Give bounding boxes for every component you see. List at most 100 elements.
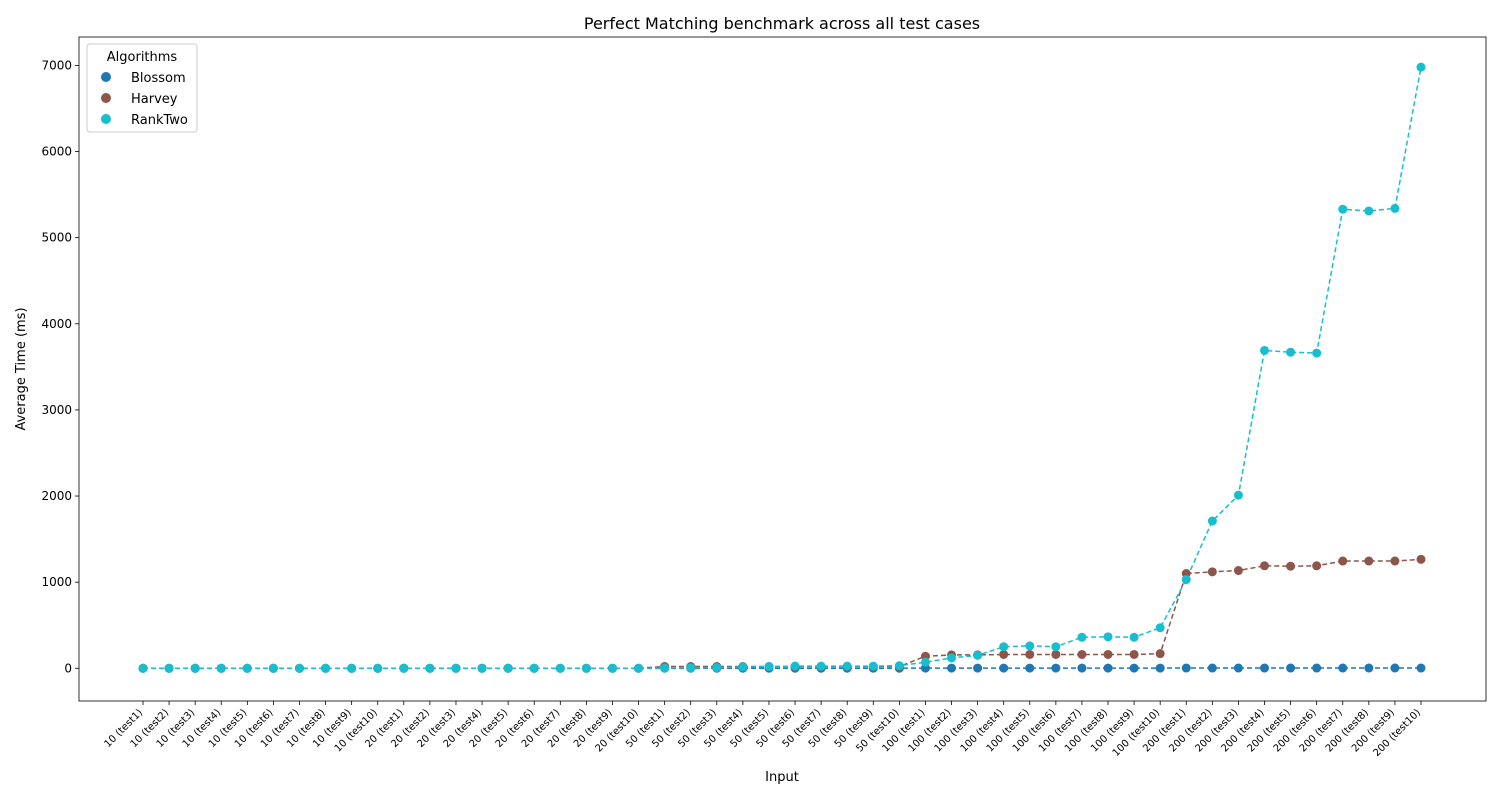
legend-label-blossom: Blossom bbox=[131, 71, 186, 86]
data-point-ranktwo bbox=[894, 661, 904, 671]
data-point-ranktwo bbox=[634, 663, 644, 673]
data-point-ranktwo bbox=[790, 661, 800, 671]
data-point-blossom bbox=[1364, 663, 1374, 673]
y-tick-label: 2000 bbox=[41, 489, 72, 503]
data-point-ranktwo bbox=[1077, 632, 1087, 642]
data-point-ranktwo bbox=[216, 663, 226, 673]
data-point-blossom bbox=[1077, 663, 1087, 673]
data-point-ranktwo bbox=[399, 663, 409, 673]
data-point-blossom bbox=[1338, 663, 1348, 673]
data-point-ranktwo bbox=[294, 663, 304, 673]
data-point-blossom bbox=[1233, 663, 1243, 673]
data-point-blossom bbox=[1390, 663, 1400, 673]
data-point-harvey bbox=[1416, 554, 1426, 564]
legend-marker-harvey bbox=[101, 93, 111, 103]
data-point-ranktwo bbox=[816, 661, 826, 671]
data-point-ranktwo bbox=[1025, 641, 1035, 651]
data-point-ranktwo bbox=[1312, 348, 1322, 358]
data-point-ranktwo bbox=[764, 662, 774, 672]
data-point-blossom bbox=[1025, 663, 1035, 673]
data-point-ranktwo bbox=[1260, 345, 1270, 355]
chart-title: Perfect Matching benchmark across all te… bbox=[584, 14, 980, 33]
data-point-ranktwo bbox=[138, 663, 148, 673]
data-point-ranktwo bbox=[920, 657, 930, 667]
data-point-harvey bbox=[1338, 556, 1348, 566]
data-point-ranktwo bbox=[1233, 490, 1243, 500]
data-point-ranktwo bbox=[868, 661, 878, 671]
data-point-harvey bbox=[999, 649, 1009, 659]
y-tick-label: 6000 bbox=[41, 145, 72, 159]
data-point-blossom bbox=[1312, 663, 1322, 673]
legend-label-harvey: Harvey bbox=[131, 92, 178, 107]
x-axis-label: Input bbox=[765, 770, 799, 785]
data-point-ranktwo bbox=[451, 663, 461, 673]
data-point-blossom bbox=[1181, 663, 1191, 673]
data-point-harvey bbox=[1051, 649, 1061, 659]
data-point-blossom bbox=[1103, 663, 1113, 673]
data-point-ranktwo bbox=[581, 663, 591, 673]
data-point-ranktwo bbox=[1416, 62, 1426, 72]
data-point-ranktwo bbox=[1051, 642, 1061, 652]
data-point-blossom bbox=[1286, 663, 1296, 673]
data-point-blossom bbox=[1155, 663, 1165, 673]
data-point-ranktwo bbox=[999, 642, 1009, 652]
data-point-ranktwo bbox=[1338, 204, 1348, 214]
data-point-ranktwo bbox=[712, 663, 722, 673]
data-point-ranktwo bbox=[1103, 632, 1113, 642]
data-point-ranktwo bbox=[321, 663, 331, 673]
data-point-harvey bbox=[1129, 649, 1139, 659]
data-point-ranktwo bbox=[529, 663, 539, 673]
data-point-harvey bbox=[1207, 567, 1217, 577]
legend: Algorithms Blossom Harvey RankTwo bbox=[86, 43, 198, 133]
y-tick-label: 7000 bbox=[41, 58, 72, 72]
data-point-ranktwo bbox=[1207, 516, 1217, 526]
data-point-ranktwo bbox=[738, 662, 748, 672]
data-point-harvey bbox=[1390, 556, 1400, 566]
data-point-blossom bbox=[999, 663, 1009, 673]
data-point-ranktwo bbox=[973, 650, 983, 660]
data-point-blossom bbox=[1260, 663, 1270, 673]
data-point-ranktwo bbox=[607, 663, 617, 673]
y-tick-label: 1000 bbox=[41, 575, 72, 589]
data-point-harvey bbox=[1364, 556, 1374, 566]
data-point-harvey bbox=[1155, 649, 1165, 659]
data-point-blossom bbox=[1207, 663, 1217, 673]
data-point-ranktwo bbox=[242, 663, 252, 673]
data-point-harvey bbox=[1312, 561, 1322, 571]
data-point-harvey bbox=[1077, 649, 1087, 659]
legend-marker-blossom bbox=[101, 72, 111, 82]
legend-title: Algorithms bbox=[107, 50, 178, 65]
data-point-ranktwo bbox=[1390, 203, 1400, 213]
data-point-ranktwo bbox=[373, 663, 383, 673]
data-point-ranktwo bbox=[1286, 347, 1296, 357]
y-tick-label: 0 bbox=[64, 661, 72, 675]
data-point-ranktwo bbox=[660, 663, 670, 673]
data-point-ranktwo bbox=[477, 663, 487, 673]
data-point-ranktwo bbox=[1129, 632, 1139, 642]
data-point-ranktwo bbox=[503, 663, 513, 673]
data-point-ranktwo bbox=[686, 663, 696, 673]
data-point-harvey bbox=[1103, 649, 1113, 659]
data-point-ranktwo bbox=[190, 663, 200, 673]
legend-box bbox=[86, 43, 198, 133]
data-point-ranktwo bbox=[425, 663, 435, 673]
data-point-ranktwo bbox=[1364, 206, 1374, 216]
plot-frame bbox=[78, 36, 1487, 702]
data-point-ranktwo bbox=[555, 663, 565, 673]
legend-marker-ranktwo bbox=[101, 114, 111, 124]
data-point-ranktwo bbox=[947, 653, 957, 663]
data-point-ranktwo bbox=[268, 663, 278, 673]
data-point-harvey bbox=[1025, 649, 1035, 659]
data-point-ranktwo bbox=[842, 661, 852, 671]
data-point-blossom bbox=[1051, 663, 1061, 673]
data-point-harvey bbox=[1233, 566, 1243, 576]
legend-label-ranktwo: RankTwo bbox=[131, 113, 188, 128]
data-point-blossom bbox=[1129, 663, 1139, 673]
data-point-ranktwo bbox=[347, 663, 357, 673]
data-point-ranktwo bbox=[164, 663, 174, 673]
data-point-blossom bbox=[1416, 663, 1426, 673]
y-axis-label: Average Time (ms) bbox=[14, 307, 29, 430]
data-point-harvey bbox=[1286, 561, 1296, 571]
